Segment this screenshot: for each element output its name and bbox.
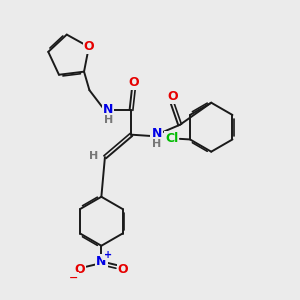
- Text: N: N: [103, 103, 113, 116]
- Text: O: O: [167, 90, 178, 103]
- Text: N: N: [96, 255, 106, 268]
- Text: H: H: [103, 115, 113, 125]
- Text: O: O: [83, 40, 94, 53]
- Text: O: O: [118, 263, 128, 276]
- Text: N: N: [152, 127, 162, 140]
- Text: O: O: [128, 76, 139, 88]
- Text: O: O: [74, 263, 85, 276]
- Text: H: H: [152, 139, 161, 148]
- Text: Cl: Cl: [165, 132, 178, 145]
- Text: +: +: [104, 250, 112, 260]
- Text: −: −: [69, 273, 78, 283]
- Text: H: H: [89, 151, 98, 160]
